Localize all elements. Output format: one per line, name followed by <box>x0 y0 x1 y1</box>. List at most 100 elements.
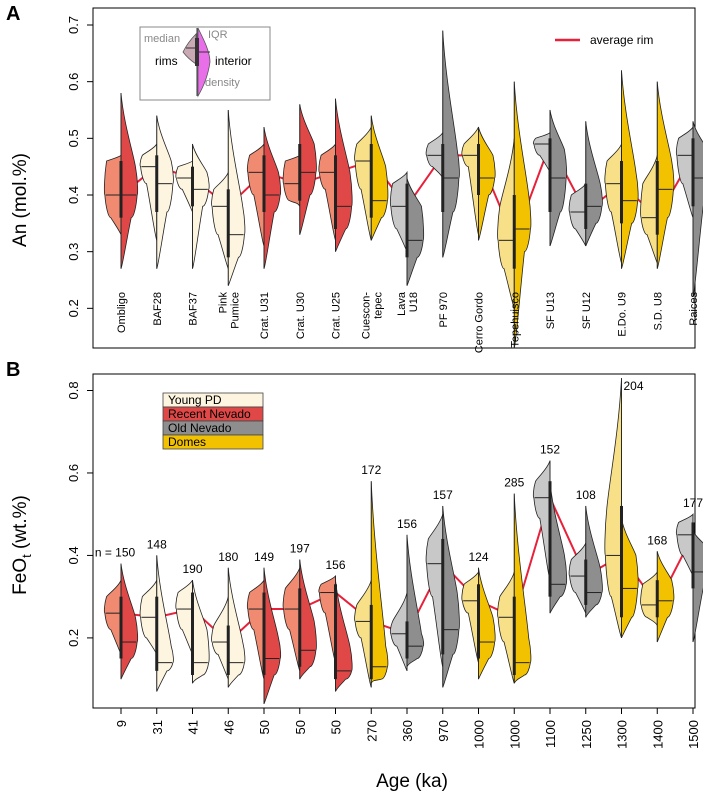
panel-a-violin-3-rim-half <box>175 160 193 213</box>
panel-a-violin-9-iqr-bar <box>405 183 409 258</box>
panel-a-sample-label: Crat. U25 <box>331 292 343 339</box>
x-tick-label: 1000 <box>507 720 522 749</box>
panel-a-sample-label: SF U13 <box>545 292 557 329</box>
panel-b-violin <box>568 505 603 618</box>
panel-a-violin-2-interior-half <box>156 115 174 269</box>
panel-a-violin-13-iqr-bar <box>548 138 552 212</box>
panel-b-violin-14-iqr-bar <box>584 559 588 605</box>
x-tick-label: 360 <box>400 720 415 742</box>
violin-key-median-label: median <box>144 33 180 45</box>
panel-a-sample-label: Cuescon- <box>360 292 372 339</box>
panel-a-violin-5-interior-half <box>263 126 282 269</box>
panel-b-violin-15-interior-half <box>621 518 639 639</box>
panel-a-sample-label: tepec <box>372 292 384 319</box>
panel-b-violin-3-interior-half <box>192 580 210 684</box>
panel-a-sample-label: S.D. U8 <box>652 292 664 331</box>
panel-a-sample-label: Pink <box>217 292 229 314</box>
panel-b-violin-2-iqr-bar <box>155 596 159 671</box>
panel-a-violin <box>532 109 568 247</box>
panel-a-violin-11-interior-half <box>478 126 496 241</box>
panel-a-sample-label: PF 970 <box>438 292 450 327</box>
panel-b-count-label: 156 <box>397 517 417 531</box>
x-tick-label: 1100 <box>543 720 558 748</box>
panel-b-violin <box>640 551 675 643</box>
group-legend-label: Domes <box>168 435 206 449</box>
x-tick-label: 50 <box>329 720 344 734</box>
panel-a-sample-label: U18 <box>408 292 420 312</box>
panel-a-violin <box>175 143 210 269</box>
panel-b-violin <box>103 563 139 680</box>
panel-b-count-label: 168 <box>647 533 667 547</box>
panel-b-violin-3-iqr-bar <box>191 592 194 676</box>
x-axis-title: Age (ka) <box>376 771 448 792</box>
panel-b-violin-1-iqr-bar <box>119 596 123 659</box>
x-tick-label: 1400 <box>650 720 665 749</box>
panel-a: A An (mol.%) 0.2 0.3 0.4 0.5 0.6 0.7 Ombligo B… <box>6 3 703 353</box>
panel-a-violin <box>675 121 703 298</box>
panel-a-violin <box>103 92 139 269</box>
panel-b-count-label: 108 <box>576 488 596 502</box>
panel-b-count-label: 197 <box>290 542 310 556</box>
panel-a-violin <box>425 30 460 258</box>
panel-b-violin-13-interior-half <box>549 481 568 614</box>
panel-b-violin <box>389 534 425 672</box>
panel-b-y-tick-label: 0.4 <box>66 546 81 564</box>
panel-a-violin-1-interior-half <box>120 92 139 269</box>
panel-b-violin-16-iqr-bar <box>655 580 659 618</box>
panel-a-y-tick-label: 0.2 <box>66 299 81 317</box>
panel-b-violin-2-interior-half <box>156 555 174 692</box>
panel-b-violin-5-iqr-bar <box>262 592 266 676</box>
panel-b-violin <box>461 567 496 680</box>
panel-a-violin-2-rim-half <box>139 142 158 241</box>
panel-a-violin-7-interior-half <box>335 98 353 252</box>
panel-b-violin <box>497 493 532 684</box>
panel-a-violin-15-interior-half <box>621 70 639 269</box>
panel-b-letter: B <box>6 359 20 381</box>
panel-a-violin <box>640 81 675 269</box>
panel-a-violin <box>282 104 317 235</box>
panel-b-violin <box>282 559 317 680</box>
panel-b-violin-3-rim-half <box>175 579 193 655</box>
panel-a-sample-label: BAF28 <box>152 292 164 326</box>
panel-b-count-label: 204 <box>623 379 643 393</box>
panel-a-violin-17-interior-half <box>692 121 703 298</box>
panel-a-violin-13-rim-half <box>532 131 551 173</box>
panel-b-violin-12-rim-half <box>497 571 515 684</box>
x-tick-label: 50 <box>257 720 272 734</box>
panel-b-violin-6-rim-half <box>282 567 301 672</box>
x-tick-label: 46 <box>221 720 236 734</box>
panel-b-y-tick-label: 0.8 <box>66 381 81 399</box>
x-tick-label: 41 <box>186 720 201 734</box>
x-tick-label: 270 <box>364 720 379 742</box>
x-tick-label: 1300 <box>615 720 630 749</box>
panel-b: B FeOt (wt.%) 0.2 0.4 0.6 0.8 n = 150 148 190… <box>6 359 703 792</box>
panel-b-violin-10-iqr-bar <box>441 538 445 655</box>
panel-a-violin-4-rim-half <box>211 172 229 269</box>
panel-a-sample-labels: Ombligo BAF28 BAF37 Pink Pumice Crat. U31 Crat… <box>116 291 700 353</box>
panel-b-count-label: 124 <box>468 550 488 564</box>
panel-a-letter: A <box>6 3 20 25</box>
panel-a-violin-4-iqr-bar <box>226 189 230 258</box>
panel-b-violin-9-interior-half <box>406 534 425 667</box>
panel-b-violin-13-rim-half <box>532 460 551 581</box>
panel-a-violin-14-rim-half <box>568 182 587 247</box>
panel-a-violin <box>246 126 282 269</box>
panel-b-violin-10-rim-half <box>425 514 444 667</box>
panel-a-violin-12-interior-half <box>513 81 532 349</box>
panel-a-violin-6-rim-half <box>282 154 301 207</box>
panel-b-violin <box>532 460 568 614</box>
panel-a-violin-12-rim-half <box>497 138 515 309</box>
panel-b-violin-8-rim-half <box>354 580 372 688</box>
panel-b-violin-1-interior-half <box>120 563 139 680</box>
panel-a-sample-label: Cerro Gordo <box>474 292 486 353</box>
panel-b-count-label: n = 150 <box>95 546 136 560</box>
panel-a-sample-label: Pumice <box>229 292 241 329</box>
panel-a-y-tick-label: 0.6 <box>66 73 81 91</box>
violin-key-interior-label: interior <box>215 54 252 68</box>
panel-a-sample-label: Ombligo <box>116 292 128 333</box>
panel-a-violin-15-rim-half <box>604 143 622 264</box>
panel-b-x-ticks: 9 31 41 46 50 50 50 270 360 970 1000 1000 1100 1250 13… <box>114 708 701 749</box>
panel-b-violin-11-iqr-bar <box>477 584 480 659</box>
violin-key-inset: median IQR rims interior density <box>139 26 271 101</box>
